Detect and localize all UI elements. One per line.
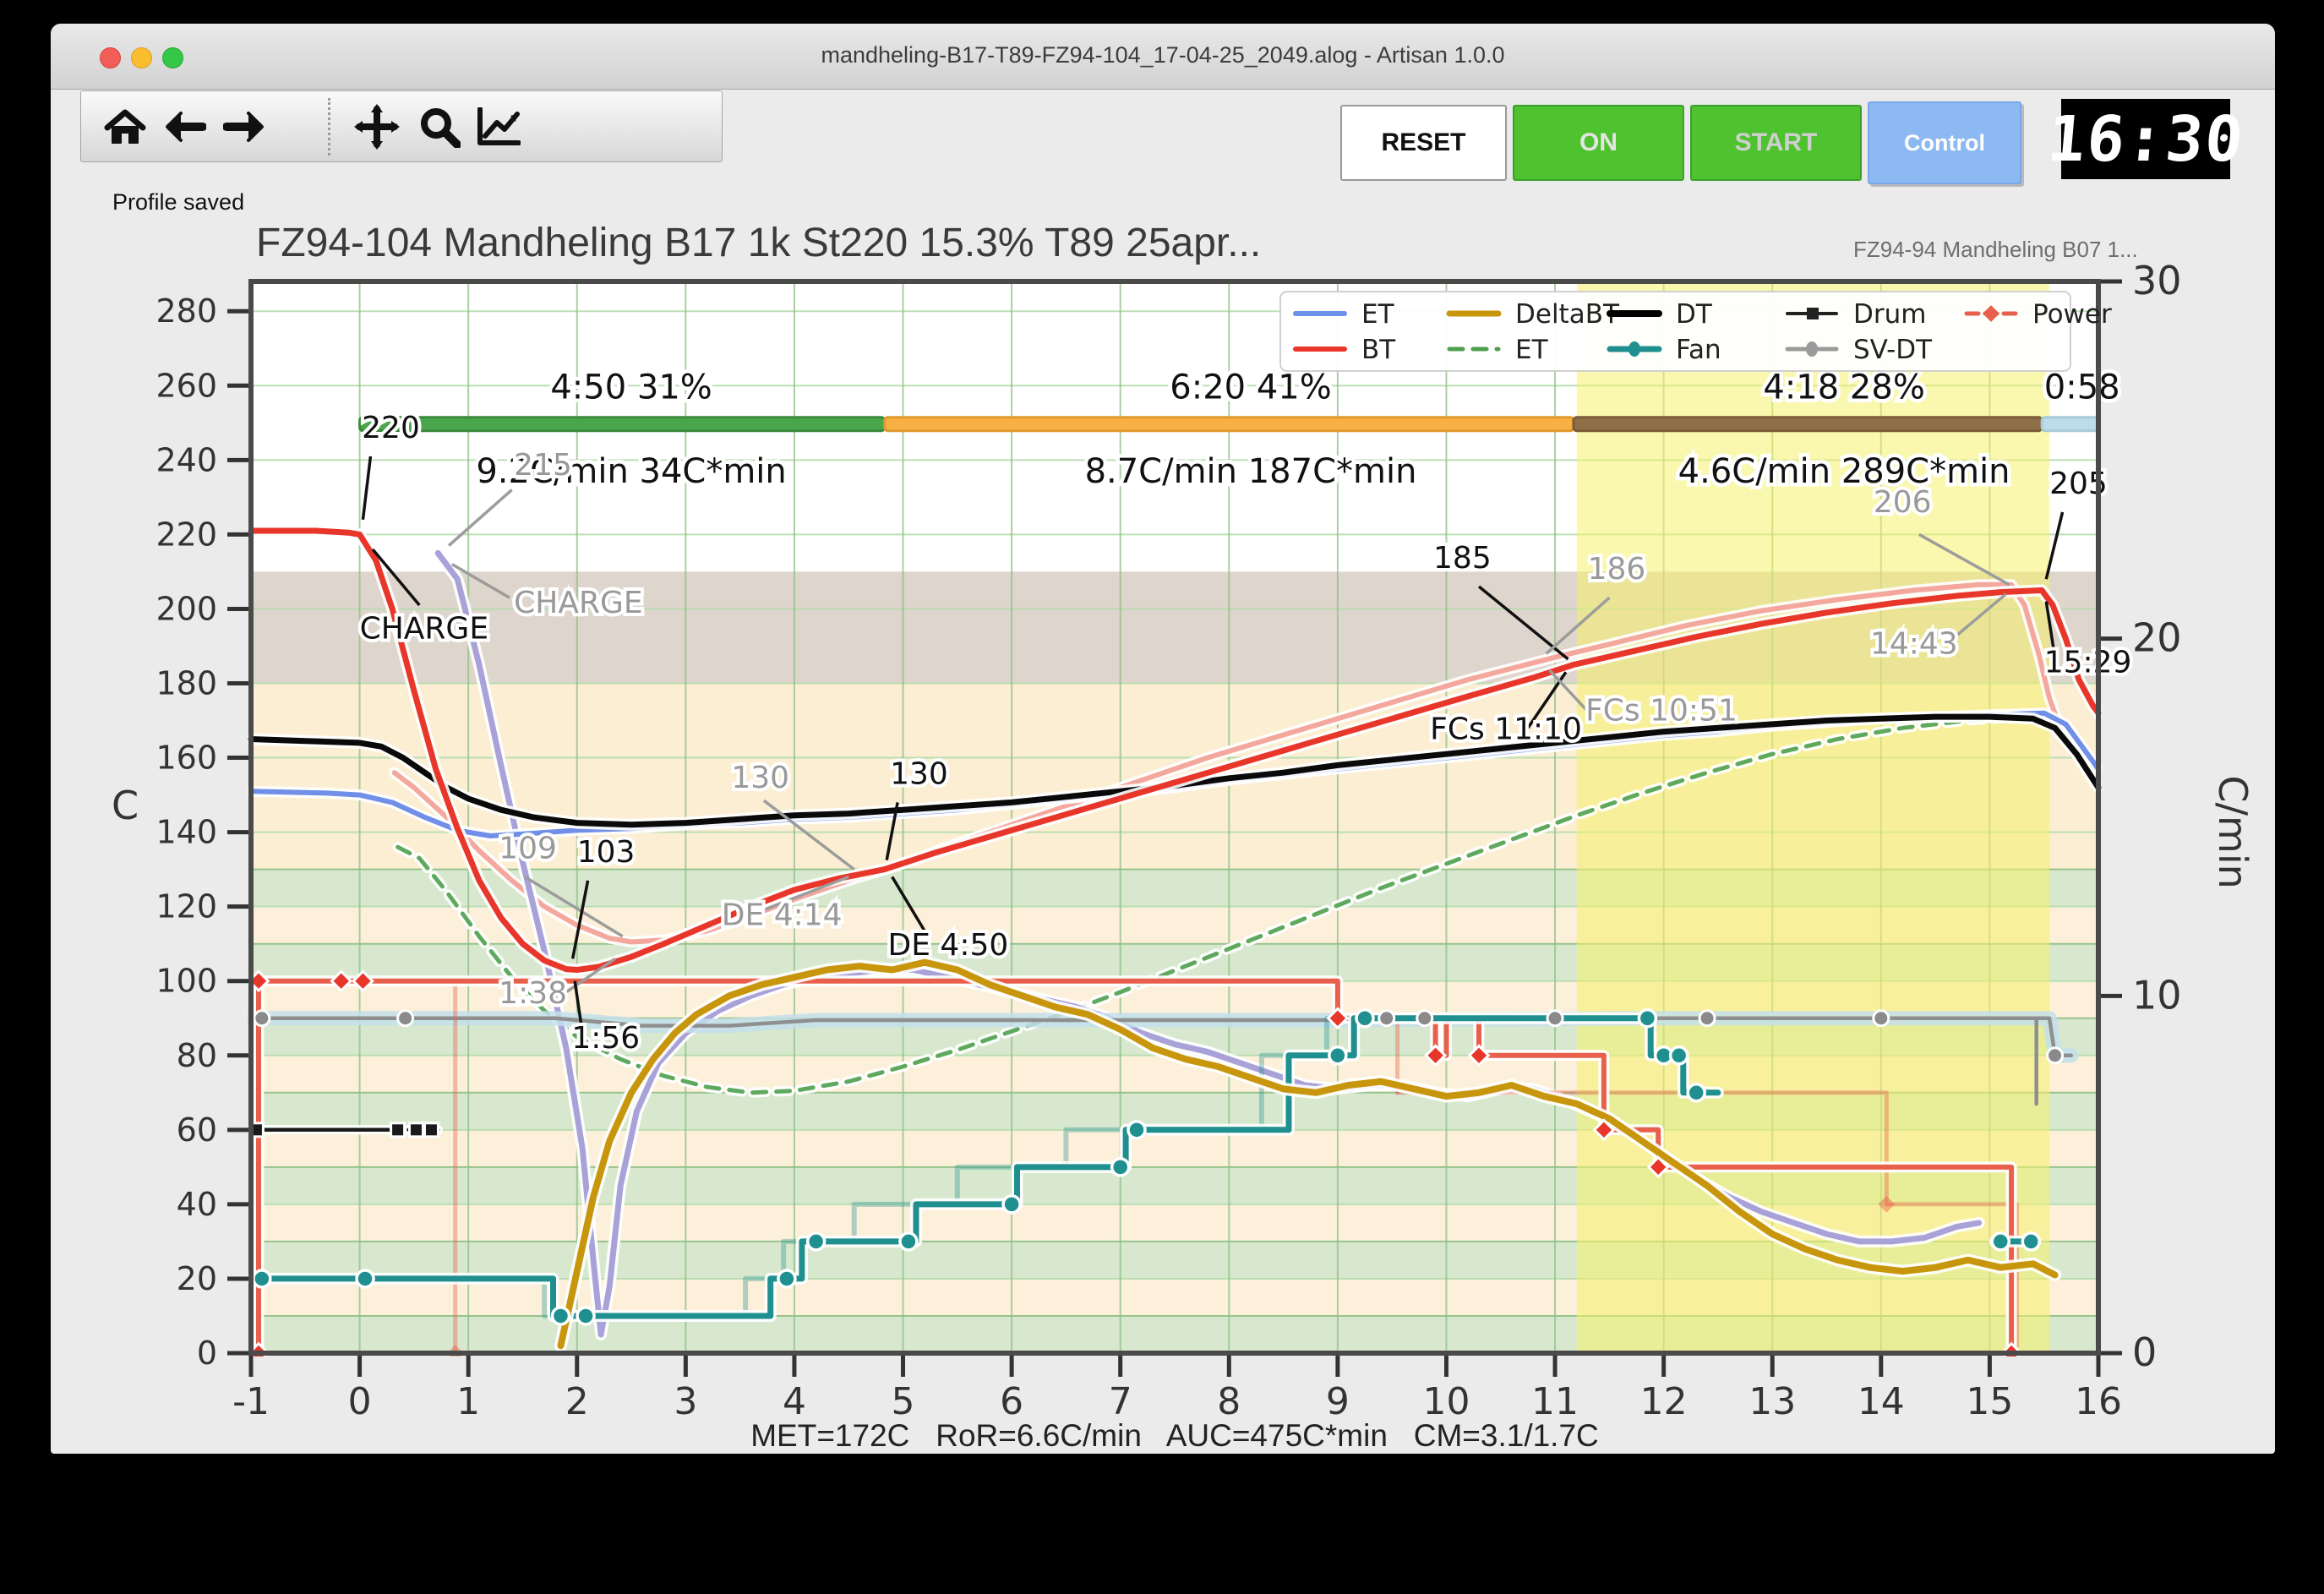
- artisan-window: mandheling-B17-T89-FZ94-104_17-04-25_204…: [51, 24, 2275, 1454]
- window-title: mandheling-B17-T89-FZ94-104_17-04-25_204…: [821, 42, 1505, 68]
- svg-text:180: 180: [155, 665, 217, 702]
- svg-text:Drum: Drum: [1853, 299, 1926, 330]
- reset-button[interactable]: RESET: [1340, 105, 1507, 181]
- svg-text:12: 12: [1640, 1380, 1688, 1423]
- timer-display: 16:30: [2044, 99, 2247, 179]
- svg-text:200: 200: [155, 590, 217, 627]
- svg-text:215: 215: [514, 448, 572, 483]
- svg-text:1: 1: [456, 1380, 480, 1423]
- svg-text:186: 186: [1588, 552, 1646, 587]
- svg-text:Fan: Fan: [1676, 335, 1721, 365]
- svg-text:FCs 10:51: FCs 10:51: [1585, 694, 1738, 729]
- svg-text:8.7C/min 187C*min: 8.7C/min 187C*min: [1085, 452, 1417, 491]
- svg-text:185: 185: [1433, 541, 1492, 576]
- pan-icon[interactable]: [350, 103, 404, 150]
- svg-text:-1: -1: [232, 1380, 270, 1423]
- svg-text:10: 10: [1422, 1380, 1470, 1423]
- start-button[interactable]: START: [1690, 105, 1862, 181]
- svg-text:10: 10: [2132, 972, 2182, 1018]
- svg-text:40: 40: [177, 1186, 217, 1223]
- svg-text:280: 280: [155, 292, 217, 330]
- svg-text:9: 9: [1326, 1380, 1350, 1423]
- svg-text:4:50 31%: 4:50 31%: [550, 368, 712, 407]
- svg-text:4.6C/min 289C*min: 4.6C/min 289C*min: [1678, 452, 2010, 491]
- svg-text:103: 103: [577, 835, 636, 870]
- svg-text:60: 60: [177, 1111, 217, 1149]
- svg-text:20: 20: [2132, 615, 2182, 661]
- svg-text:30: 30: [2132, 258, 2182, 303]
- home-icon[interactable]: [98, 103, 152, 150]
- roast-title: FZ94-104 Mandheling B17 1k St220 15.3% T…: [256, 221, 1262, 265]
- svg-text:ET: ET: [1361, 299, 1395, 330]
- svg-text:CHARGE: CHARGE: [514, 586, 643, 620]
- fullscreen-button[interactable]: [162, 47, 183, 68]
- svg-text:16: 16: [2075, 1380, 2122, 1423]
- svg-text:CHARGE: CHARGE: [360, 612, 489, 647]
- svg-text:0: 0: [197, 1335, 217, 1372]
- svg-text:140: 140: [155, 814, 217, 851]
- svg-text:SV-DT: SV-DT: [1853, 335, 1933, 365]
- svg-text:0: 0: [348, 1380, 372, 1423]
- roast-graph: 4:50 31% 9.2C/min 34C*min 6:20 41% 8.7C/min…: [112, 258, 2256, 1423]
- svg-text:15: 15: [1966, 1380, 2013, 1423]
- svg-text:C/min: C/min: [2210, 775, 2256, 888]
- svg-text:130: 130: [890, 756, 948, 791]
- svg-text:13: 13: [1748, 1380, 1796, 1423]
- svg-text:0: 0: [2132, 1329, 2157, 1375]
- svg-text:220: 220: [155, 516, 217, 553]
- svg-text:120: 120: [155, 888, 217, 925]
- control-button[interactable]: Control: [1868, 101, 2021, 184]
- svg-text:DE 4:14: DE 4:14: [722, 898, 843, 933]
- svg-text:8: 8: [1217, 1380, 1241, 1423]
- svg-text:11: 11: [1531, 1380, 1579, 1423]
- navigation-toolbar: [80, 90, 723, 162]
- svg-text:ET: ET: [1515, 335, 1549, 365]
- svg-text:DeltaBT: DeltaBT: [1515, 299, 1620, 330]
- svg-text:130: 130: [731, 761, 789, 795]
- back-icon[interactable]: [157, 103, 211, 150]
- svg-text:109: 109: [499, 831, 557, 865]
- svg-text:Power: Power: [2032, 299, 2112, 330]
- svg-text:6:20 41%: 6:20 41%: [1170, 368, 1331, 407]
- toolbar-separator: [328, 98, 330, 156]
- svg-text:2: 2: [565, 1380, 589, 1423]
- readings-statusline: MET=172C RoR=6.6C/min AUC=475C*min CM=3.…: [750, 1418, 1599, 1453]
- svg-text:0:58: 0:58: [2044, 368, 2120, 407]
- svg-text:260: 260: [155, 367, 217, 404]
- svg-text:6: 6: [1000, 1380, 1023, 1423]
- forward-icon[interactable]: [218, 103, 272, 150]
- close-button[interactable]: [100, 47, 121, 68]
- svg-text:FCs 11:10: FCs 11:10: [1430, 712, 1582, 747]
- on-button[interactable]: ON: [1513, 105, 1684, 181]
- svg-text:220: 220: [362, 411, 420, 445]
- svg-text:160: 160: [155, 740, 217, 777]
- svg-text:DE 4:50: DE 4:50: [888, 928, 1009, 963]
- svg-text:9.2C/min 34C*min: 9.2C/min 34C*min: [476, 452, 786, 491]
- background-profile-title: FZ94-94 Mandheling B07 1...: [1853, 237, 2138, 262]
- title-bar[interactable]: mandheling-B17-T89-FZ94-104_17-04-25_204…: [51, 24, 2275, 90]
- svg-text:7: 7: [1109, 1380, 1132, 1423]
- svg-text:3: 3: [674, 1380, 697, 1423]
- svg-text:1:56: 1:56: [571, 1021, 640, 1056]
- svg-text:206: 206: [1874, 485, 1932, 520]
- svg-text:15:29: 15:29: [2044, 645, 2132, 680]
- svg-text:C: C: [112, 783, 139, 828]
- svg-text:100: 100: [155, 963, 217, 1000]
- status-message: Profile saved: [112, 189, 245, 215]
- svg-text:5: 5: [892, 1380, 915, 1423]
- zoom-icon[interactable]: [412, 103, 466, 150]
- svg-text:DT: DT: [1676, 299, 1713, 330]
- svg-text:4:18 28%: 4:18 28%: [1763, 368, 1924, 407]
- minimize-button[interactable]: [131, 47, 152, 68]
- svg-text:BT: BT: [1361, 335, 1396, 365]
- svg-text:1:38: 1:38: [499, 976, 567, 1011]
- plot-icon[interactable]: [472, 103, 526, 150]
- svg-text:20: 20: [177, 1260, 217, 1297]
- svg-text:14:43: 14:43: [1870, 626, 1958, 661]
- svg-text:14: 14: [1858, 1380, 1905, 1423]
- svg-text:4: 4: [783, 1380, 806, 1423]
- svg-text:80: 80: [177, 1037, 217, 1074]
- svg-text:240: 240: [155, 441, 217, 478]
